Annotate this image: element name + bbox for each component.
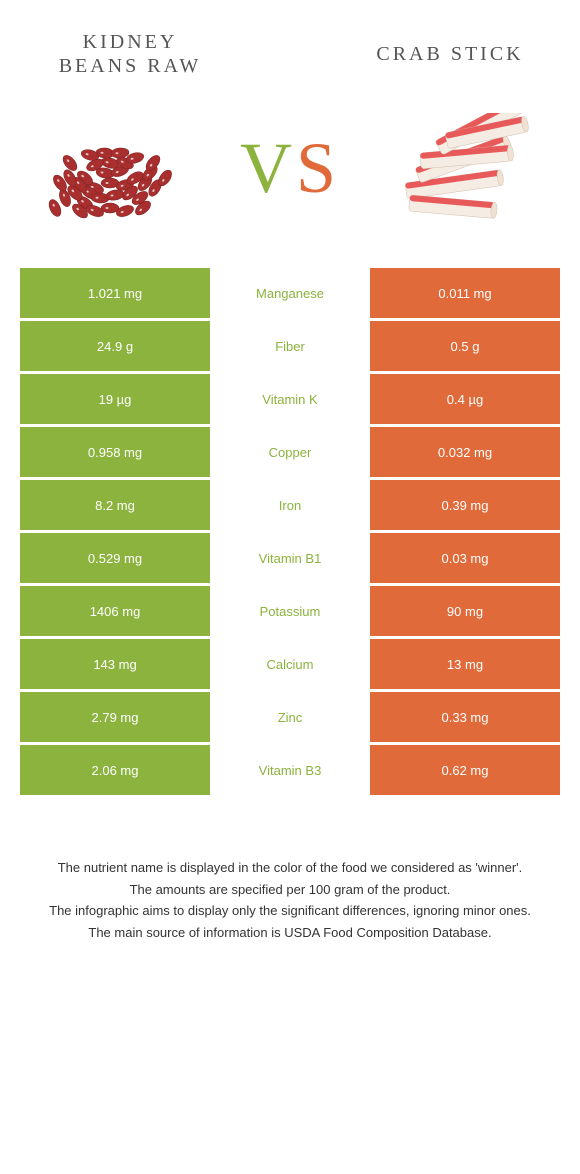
right-value: 13 mg bbox=[370, 639, 560, 689]
footer-notes: The nutrient name is displayed in the co… bbox=[0, 798, 580, 964]
left-value: 0.958 mg bbox=[20, 427, 210, 477]
vs-v: V bbox=[240, 128, 296, 208]
left-value: 24.9 g bbox=[20, 321, 210, 371]
table-row: 2.06 mgVitamin B30.62 mg bbox=[20, 745, 560, 795]
title-left: Kidney beans raw bbox=[40, 30, 220, 78]
left-value: 0.529 mg bbox=[20, 533, 210, 583]
left-value: 8.2 mg bbox=[20, 480, 210, 530]
left-value: 1406 mg bbox=[20, 586, 210, 636]
left-value: 2.79 mg bbox=[20, 692, 210, 742]
beans-icon bbox=[25, 103, 195, 233]
nutrient-name: Vitamin B3 bbox=[210, 745, 370, 795]
left-value: 1.021 mg bbox=[20, 268, 210, 318]
table-row: 1.021 mgManganese0.011 mg bbox=[20, 268, 560, 318]
left-value: 2.06 mg bbox=[20, 745, 210, 795]
nutrient-name: Fiber bbox=[210, 321, 370, 371]
right-value: 0.5 g bbox=[370, 321, 560, 371]
nutrient-name: Copper bbox=[210, 427, 370, 477]
table-row: 2.79 mgZinc0.33 mg bbox=[20, 692, 560, 742]
table-row: 0.529 mgVitamin B10.03 mg bbox=[20, 533, 560, 583]
crab-stick-image bbox=[380, 98, 560, 238]
nutrient-name: Potassium bbox=[210, 586, 370, 636]
right-value: 0.03 mg bbox=[370, 533, 560, 583]
nutrient-name: Zinc bbox=[210, 692, 370, 742]
left-value: 143 mg bbox=[20, 639, 210, 689]
nutrient-name: Calcium bbox=[210, 639, 370, 689]
left-value: 19 µg bbox=[20, 374, 210, 424]
right-value: 0.33 mg bbox=[370, 692, 560, 742]
table-row: 143 mgCalcium13 mg bbox=[20, 639, 560, 689]
table-row: 24.9 gFiber0.5 g bbox=[20, 321, 560, 371]
right-value: 0.39 mg bbox=[370, 480, 560, 530]
footer-line-2: The amounts are specified per 100 gram o… bbox=[30, 880, 550, 900]
nutrient-name: Vitamin B1 bbox=[210, 533, 370, 583]
table-row: 1406 mgPotassium90 mg bbox=[20, 586, 560, 636]
right-value: 0.011 mg bbox=[370, 268, 560, 318]
title-right: Crab stick bbox=[360, 30, 540, 66]
right-value: 0.4 µg bbox=[370, 374, 560, 424]
right-value: 0.62 mg bbox=[370, 745, 560, 795]
footer-line-1: The nutrient name is displayed in the co… bbox=[30, 858, 550, 878]
table-row: 19 µgVitamin K0.4 µg bbox=[20, 374, 560, 424]
crab-icon bbox=[385, 113, 555, 223]
nutrient-table: 1.021 mgManganese0.011 mg24.9 gFiber0.5 … bbox=[0, 268, 580, 795]
footer-line-3: The infographic aims to display only the… bbox=[30, 901, 550, 921]
vs-label: VS bbox=[240, 127, 340, 210]
vs-s: S bbox=[296, 128, 340, 208]
kidney-beans-image bbox=[20, 98, 200, 238]
nutrient-name: Manganese bbox=[210, 268, 370, 318]
table-row: 8.2 mgIron0.39 mg bbox=[20, 480, 560, 530]
hero-row: VS bbox=[0, 88, 580, 268]
nutrient-name: Iron bbox=[210, 480, 370, 530]
table-row: 0.958 mgCopper0.032 mg bbox=[20, 427, 560, 477]
nutrient-name: Vitamin K bbox=[210, 374, 370, 424]
footer-line-4: The main source of information is USDA F… bbox=[30, 923, 550, 943]
header: Kidney beans raw Crab stick bbox=[0, 0, 580, 88]
right-value: 0.032 mg bbox=[370, 427, 560, 477]
right-value: 90 mg bbox=[370, 586, 560, 636]
